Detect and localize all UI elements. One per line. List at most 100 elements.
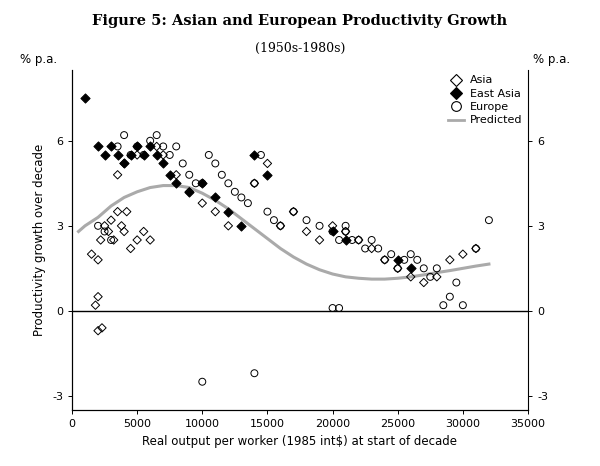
Point xyxy=(250,179,259,187)
Point xyxy=(341,236,350,244)
Point xyxy=(211,194,220,201)
Point xyxy=(302,216,311,224)
Point xyxy=(100,151,109,159)
Point xyxy=(93,293,103,301)
Point xyxy=(380,256,389,264)
Point xyxy=(113,143,122,150)
Point xyxy=(328,222,337,230)
Point xyxy=(328,304,337,312)
Point xyxy=(126,151,136,159)
Point xyxy=(302,228,311,235)
Point xyxy=(230,188,239,196)
Point xyxy=(328,228,337,235)
Point xyxy=(393,265,403,272)
Point xyxy=(119,160,129,167)
Point xyxy=(275,222,285,230)
Point xyxy=(263,160,272,167)
Point xyxy=(145,143,155,150)
Point xyxy=(439,302,448,309)
Point xyxy=(289,208,298,215)
Point xyxy=(204,151,214,159)
Point xyxy=(484,216,494,224)
Point xyxy=(445,256,455,264)
Text: (1950s-1980s): (1950s-1980s) xyxy=(255,42,345,55)
Point xyxy=(145,236,155,244)
Point xyxy=(117,222,127,230)
Point xyxy=(109,236,118,244)
Point xyxy=(113,208,122,215)
Point xyxy=(133,236,142,244)
Point xyxy=(256,151,266,159)
Point xyxy=(113,171,122,178)
Legend: Asia, East Asia, Europe, Predicted: Asia, East Asia, Europe, Predicted xyxy=(448,75,523,125)
Point xyxy=(406,273,416,281)
Point xyxy=(133,143,142,150)
Point xyxy=(406,265,416,272)
Point xyxy=(425,273,435,281)
Point xyxy=(458,302,467,309)
Point xyxy=(250,179,259,187)
Point xyxy=(361,245,370,252)
Point xyxy=(197,199,207,207)
Point xyxy=(347,236,357,244)
Point xyxy=(100,222,109,230)
Point xyxy=(96,236,106,244)
Point xyxy=(145,137,155,144)
Point xyxy=(458,250,467,258)
Point xyxy=(184,188,194,196)
Point xyxy=(315,222,325,230)
Point xyxy=(178,160,188,167)
Point xyxy=(236,222,246,230)
Point xyxy=(119,228,129,235)
Point xyxy=(106,143,116,150)
Point xyxy=(93,256,103,264)
Point xyxy=(152,131,161,139)
Point xyxy=(432,273,442,281)
Point xyxy=(80,95,90,102)
Point xyxy=(104,228,113,235)
Point xyxy=(386,250,396,258)
Point xyxy=(100,228,109,235)
Point xyxy=(315,236,325,244)
Point xyxy=(172,143,181,150)
Point xyxy=(471,245,481,252)
Point xyxy=(122,208,131,215)
Point xyxy=(119,131,129,139)
Point xyxy=(139,151,148,159)
Point xyxy=(289,208,298,215)
Point xyxy=(217,171,227,178)
Point xyxy=(93,327,103,335)
Point xyxy=(152,143,161,150)
Point xyxy=(250,370,259,377)
Point xyxy=(158,143,168,150)
Point xyxy=(393,265,403,272)
Point xyxy=(334,304,344,312)
Point xyxy=(97,324,107,332)
Point xyxy=(224,208,233,215)
Point xyxy=(197,179,207,187)
Point xyxy=(197,179,207,187)
Point xyxy=(191,179,200,187)
Point xyxy=(380,256,389,264)
Point xyxy=(275,222,285,230)
Point xyxy=(269,216,279,224)
Point xyxy=(152,151,161,159)
Point xyxy=(263,208,272,215)
Point xyxy=(126,151,136,159)
Point xyxy=(133,151,142,159)
Point xyxy=(250,151,259,159)
Point xyxy=(211,160,220,167)
Point xyxy=(400,256,409,264)
Y-axis label: Productivity growth over decade: Productivity growth over decade xyxy=(34,144,46,336)
Point xyxy=(184,188,194,196)
Point xyxy=(211,208,220,215)
Point xyxy=(113,151,122,159)
Point xyxy=(224,179,233,187)
Point xyxy=(172,179,181,187)
Point xyxy=(224,222,233,230)
Point xyxy=(341,228,350,235)
Point xyxy=(354,236,364,244)
X-axis label: Real output per worker (1985 int$) at start of decade: Real output per worker (1985 int$) at st… xyxy=(143,435,458,448)
Point xyxy=(412,256,422,264)
Point xyxy=(445,293,455,301)
